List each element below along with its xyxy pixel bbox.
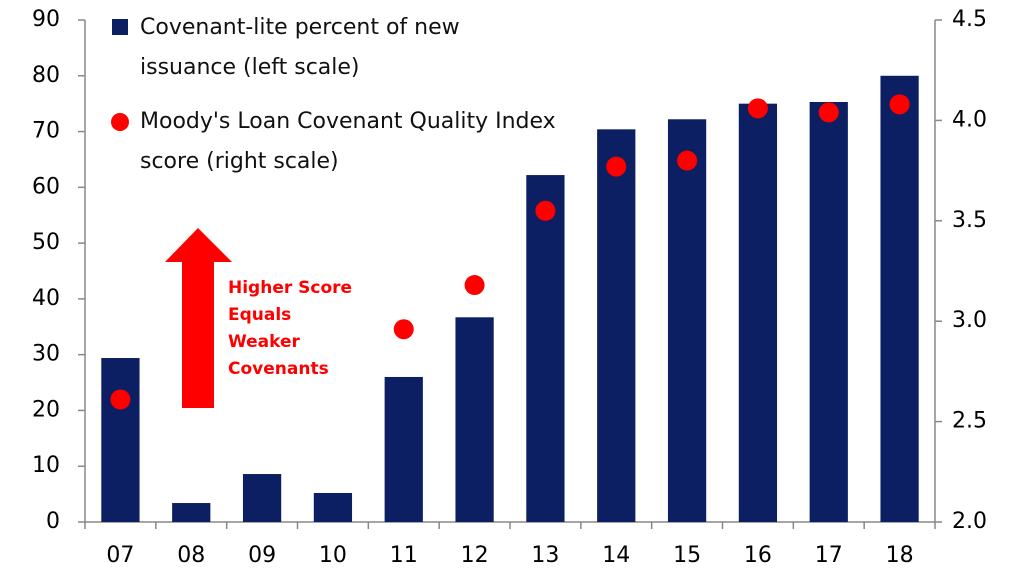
dot xyxy=(747,98,768,119)
y-tick-label: 0 xyxy=(46,509,60,534)
y-tick-label: 20 xyxy=(32,397,60,422)
dot xyxy=(677,150,698,171)
dot xyxy=(110,389,131,410)
y-tick-label: 70 xyxy=(32,119,60,144)
bar xyxy=(597,129,636,522)
y2-tick-label: 2.0 xyxy=(952,509,987,534)
y-tick-label: 50 xyxy=(32,230,60,255)
legend-label: Moody's Loan Covenant Quality Index scor… xyxy=(140,109,556,174)
y-tick-label: 40 xyxy=(32,286,60,311)
y2-tick-label: 4.0 xyxy=(952,107,987,132)
bar xyxy=(242,474,282,522)
annotation: Higher Score Equals Weaker Covenants xyxy=(228,278,353,379)
x-tick-label: 10 xyxy=(319,543,347,568)
y2-tick-label: 2.5 xyxy=(952,409,987,434)
x-tick-label: 17 xyxy=(815,543,843,568)
x-tick-label: 13 xyxy=(531,543,559,568)
bar xyxy=(313,492,353,522)
dot xyxy=(535,200,556,221)
dot xyxy=(464,275,485,296)
x-tick-label: 18 xyxy=(886,543,914,568)
legend-label: Covenant-lite percent of new issuance (l… xyxy=(140,15,460,80)
y-tick-label: 90 xyxy=(32,7,60,32)
x-tick-label: 15 xyxy=(673,543,701,568)
y2-tick-label: 3.5 xyxy=(952,208,987,233)
bar xyxy=(384,376,423,522)
bar xyxy=(172,503,211,522)
x-tick-label: 14 xyxy=(602,543,630,568)
bar xyxy=(667,119,707,522)
y-tick-label: 60 xyxy=(32,174,60,199)
bar xyxy=(526,175,565,522)
dot xyxy=(606,156,627,177)
x-tick-label: 11 xyxy=(390,543,418,568)
x-tick-label: 07 xyxy=(106,543,134,568)
x-tick-label: 16 xyxy=(744,543,772,568)
y-tick-label: 10 xyxy=(32,453,60,478)
bar xyxy=(880,75,919,523)
dot xyxy=(818,102,839,123)
y2-tick-label: 3.0 xyxy=(952,308,987,333)
y-tick-label: 80 xyxy=(32,63,60,88)
x-tick-label: 08 xyxy=(177,543,205,568)
y-tick-label: 30 xyxy=(32,342,60,367)
bar xyxy=(101,358,140,522)
y2-tick-label: 4.5 xyxy=(952,7,987,32)
bar xyxy=(455,317,494,522)
x-tick-label: 12 xyxy=(461,543,489,568)
bar xyxy=(738,103,778,523)
dot xyxy=(889,94,910,115)
legend-swatch xyxy=(111,113,129,131)
dot xyxy=(393,319,414,340)
bar xyxy=(809,101,848,522)
legend-swatch xyxy=(112,19,128,35)
x-tick-label: 09 xyxy=(248,543,276,568)
arrow xyxy=(165,228,232,408)
